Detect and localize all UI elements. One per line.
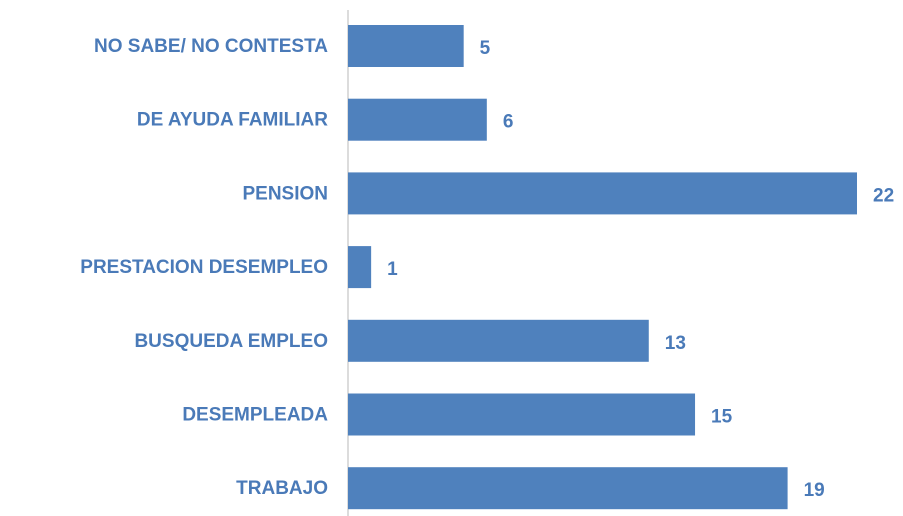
bar <box>348 467 788 510</box>
bar <box>348 246 372 289</box>
category-label: DESEMPLEADA <box>182 405 328 426</box>
value-label: 19 <box>804 480 825 501</box>
value-label: 13 <box>665 333 686 354</box>
category-label: DE AYUDA FAMILIAR <box>137 110 328 131</box>
value-label: 22 <box>873 185 894 206</box>
category-label: PRESTACION DESEMPLEO <box>80 257 328 278</box>
value-label: 5 <box>480 38 491 59</box>
bar <box>348 172 857 215</box>
bar <box>348 25 464 67</box>
bar <box>348 393 696 436</box>
category-label: PENSION <box>242 183 328 204</box>
category-label: NO SABE/ NO CONTESTA <box>94 36 328 57</box>
value-label: 6 <box>503 112 514 133</box>
bar <box>348 319 649 362</box>
category-label: BUSQUEDA EMPLEO <box>134 331 328 352</box>
value-label: 1 <box>387 259 398 280</box>
value-label: 15 <box>711 407 733 428</box>
bar <box>348 98 487 141</box>
category-label: TRABAJO <box>236 478 328 499</box>
